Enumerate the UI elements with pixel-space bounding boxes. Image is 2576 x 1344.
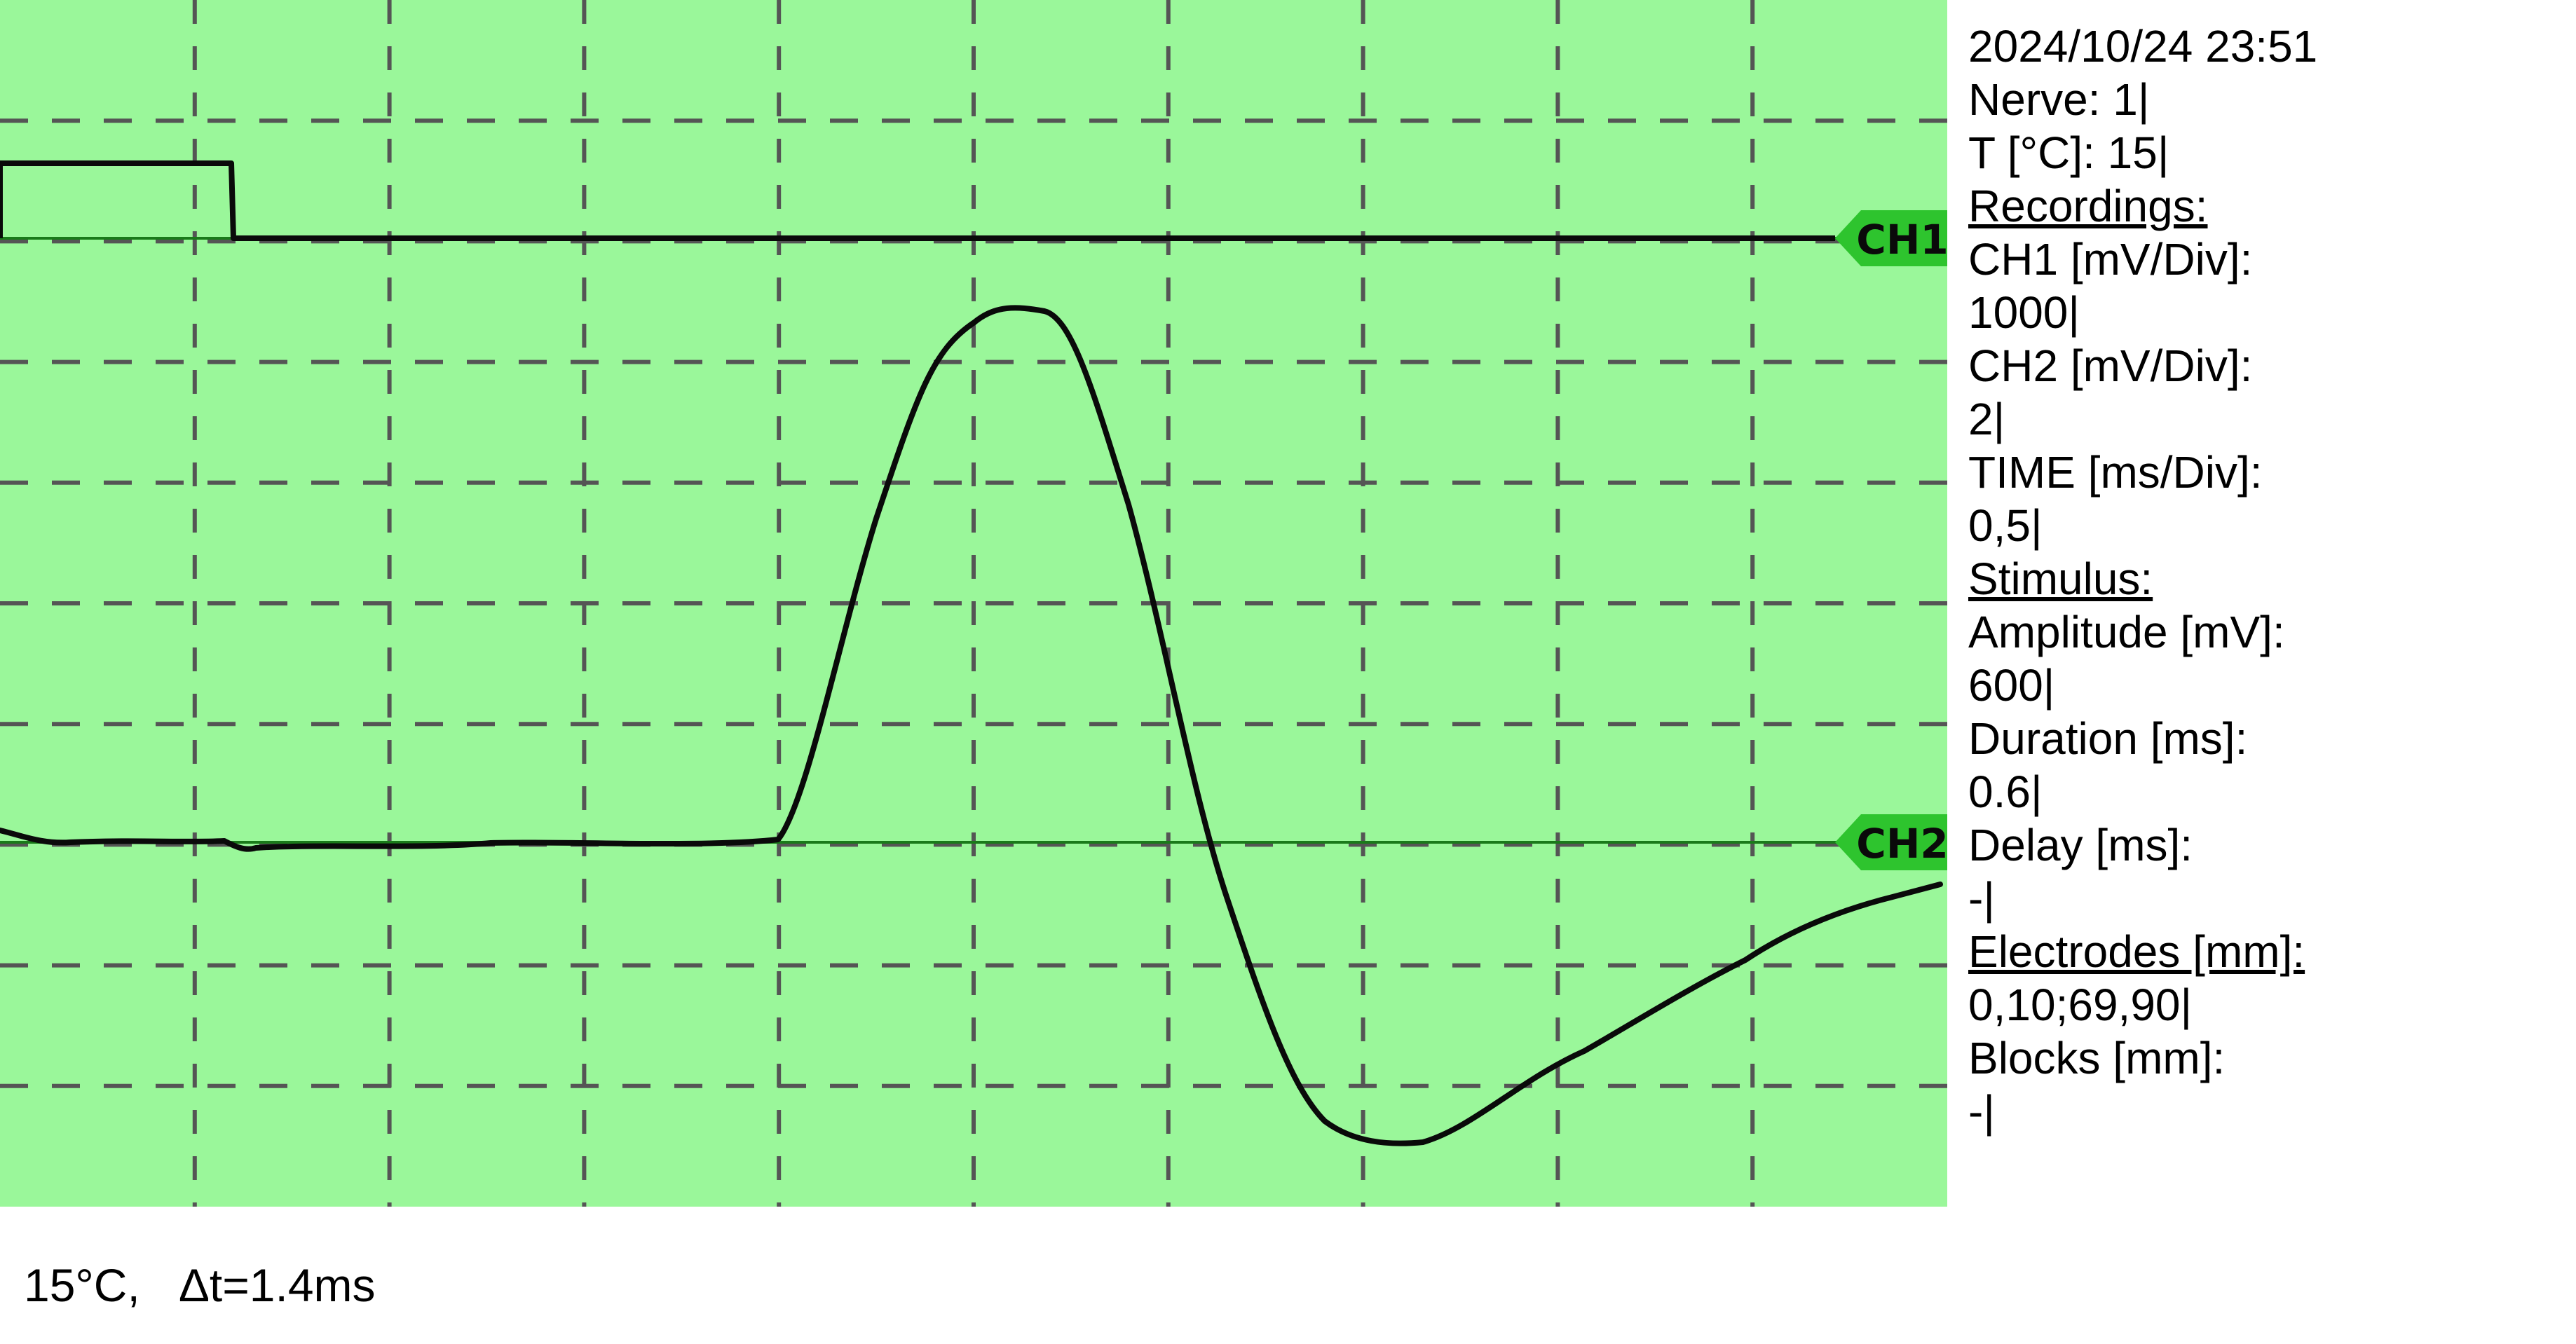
ch2-scale-label: CH2 [mV/Div]: (1968, 341, 2253, 391)
ch2-scale-value: 2| (1968, 394, 2005, 444)
ch1-scale-value: 1000| (1968, 287, 2080, 338)
recordings-heading: Recordings: (1968, 181, 2208, 231)
scope-grid (0, 0, 1947, 1207)
ch1-tag: CH1 (1835, 210, 1947, 266)
blocks-label: Blocks [mm]: (1968, 1033, 2226, 1083)
electrodes-heading: Electrodes [mm]: (1968, 926, 2305, 977)
footer-temperature: 15°C, (24, 1259, 140, 1311)
ch1-tag-label: CH1 (1856, 216, 1947, 263)
electrodes-value: 0,10;69,90| (1968, 980, 2193, 1030)
time-scale-value: 0,5| (1968, 500, 2043, 551)
footer-caption: 15°C, Δt=1.4ms (24, 1259, 376, 1312)
ch2-response-trace (0, 305, 1943, 1146)
recording-info-panel: 2024/10/24 23:51 Nerve: 1| T [°C]: 15| R… (1968, 20, 2557, 1138)
stimulus-heading: Stimulus: (1968, 554, 2153, 604)
temperature-field: T [°C]: 15| (1968, 128, 2169, 178)
ch2-tag-label: CH2 (1856, 820, 1947, 868)
delay-value: -| (1968, 873, 1995, 924)
datetime: 2024/10/24 23:51 (1968, 21, 2318, 71)
ch1-stimulus-trace (0, 160, 1835, 241)
ch1-tag-marker (1835, 210, 1947, 266)
ch2-tag-marker (1835, 814, 1947, 870)
oscilloscope-display: CH1 CH2 (0, 0, 1947, 1207)
duration-value: 0.6| (1968, 767, 2043, 817)
duration-label: Duration [ms]: (1968, 713, 2248, 764)
amplitude-label: Amplitude [mV]: (1968, 607, 2285, 657)
amplitude-value: 600| (1968, 660, 2055, 711)
scope-svg: CH1 CH2 (0, 0, 1947, 1207)
footer-delta-t: Δt=1.4ms (178, 1259, 376, 1311)
time-scale-label: TIME [ms/Div]: (1968, 447, 2263, 498)
blocks-value: -| (1968, 1086, 1995, 1137)
ch2-tag: CH2 (1835, 814, 1947, 870)
nerve-field: Nerve: 1| (1968, 74, 2150, 125)
ch1-scale-label: CH1 [mV/Div]: (1968, 234, 2253, 284)
delay-label: Delay [ms]: (1968, 820, 2193, 870)
